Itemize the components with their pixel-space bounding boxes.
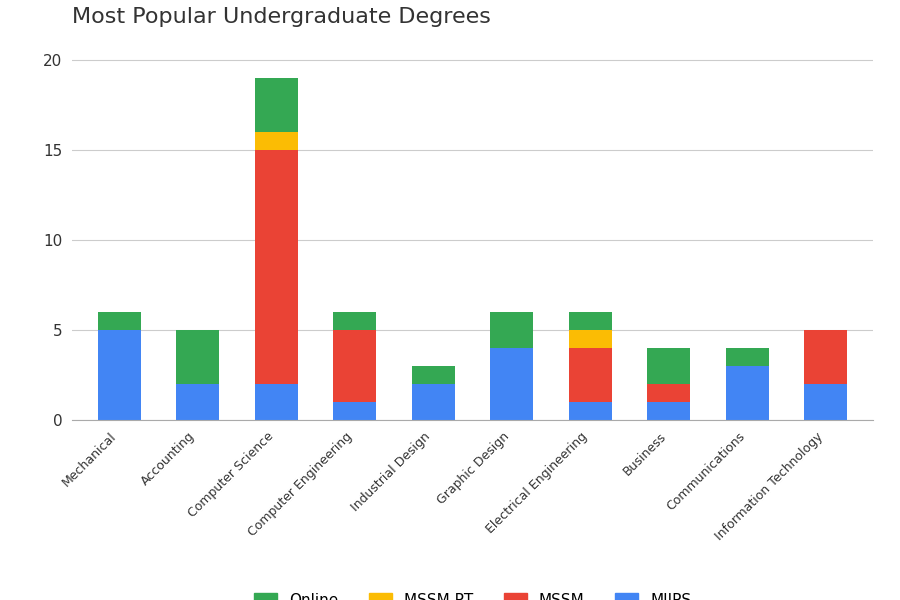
Bar — [725, 366, 769, 420]
Bar — [255, 384, 298, 420]
Bar — [333, 312, 376, 330]
Bar — [569, 312, 612, 330]
Bar — [491, 312, 534, 348]
Bar — [411, 384, 454, 420]
Bar — [176, 384, 220, 420]
Bar — [569, 402, 612, 420]
Bar — [333, 402, 376, 420]
Bar — [255, 150, 298, 384]
Bar — [805, 384, 848, 420]
Bar — [97, 330, 140, 420]
Bar — [805, 330, 848, 384]
Bar — [647, 348, 690, 384]
Bar — [647, 384, 690, 402]
Bar — [255, 78, 298, 132]
Bar — [491, 348, 534, 420]
Text: Most Popular Undergraduate Degrees: Most Popular Undergraduate Degrees — [72, 7, 490, 26]
Bar — [569, 330, 612, 348]
Legend: Online, MSSM PT, MSSM, MIIPS: Online, MSSM PT, MSSM, MIIPS — [248, 586, 698, 600]
Bar — [97, 312, 140, 330]
Bar — [569, 348, 612, 402]
Bar — [333, 330, 376, 402]
Bar — [411, 366, 454, 384]
Bar — [725, 348, 769, 366]
Bar — [647, 402, 690, 420]
Bar — [255, 132, 298, 150]
Bar — [176, 330, 220, 384]
